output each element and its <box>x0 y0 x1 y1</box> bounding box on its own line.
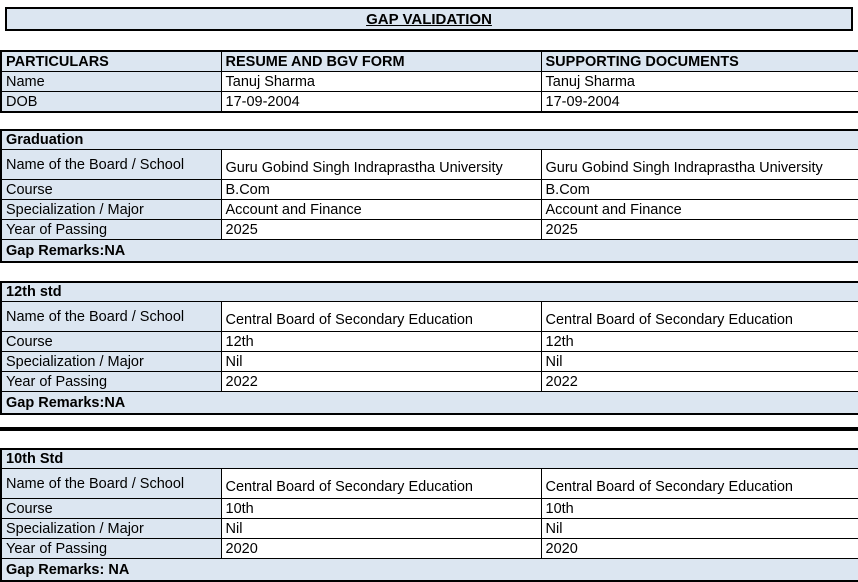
supporting-value-board: Guru Gobind Singh Indraprastha Universit… <box>540 149 858 180</box>
table-row: Course 10th 10th <box>0 498 858 519</box>
column-header-particulars: PARTICULARS <box>0 50 222 72</box>
section-title: Graduation <box>0 129 858 150</box>
resume-value-course: 10th <box>220 498 542 519</box>
table-row: Course 12th 12th <box>0 331 858 352</box>
resume-value-name: Tanuj Sharma <box>220 71 542 92</box>
supporting-value-board: Central Board of Secondary Education <box>540 301 858 332</box>
supporting-value-course: 10th <box>540 498 858 519</box>
gap-remarks: Gap Remarks: NA <box>0 558 858 582</box>
section-title-row: Graduation <box>0 129 858 150</box>
row-label-name: Name <box>0 71 222 92</box>
supporting-value-specialization: Account and Finance <box>540 199 858 220</box>
resume-value-board: Central Board of Secondary Education <box>220 468 542 499</box>
row-label-course: Course <box>0 179 222 200</box>
table-row: Year of Passing 2020 2020 <box>0 538 858 559</box>
supporting-value-specialization: Nil <box>540 518 858 539</box>
resume-value-specialization: Nil <box>220 518 542 539</box>
resume-value-course: 12th <box>220 331 542 352</box>
row-label-specialization: Specialization / Major <box>0 518 222 539</box>
supporting-value-year: 2025 <box>540 219 858 240</box>
column-header-resume-bgv: RESUME AND BGV FORM <box>220 50 542 72</box>
table-row: Name of the Board / School Central Board… <box>0 301 858 332</box>
resume-value-dob: 17-09-2004 <box>220 91 542 113</box>
resume-value-course: B.Com <box>220 179 542 200</box>
personal-info-table: PARTICULARS RESUME AND BGV FORM SUPPORTI… <box>0 50 858 113</box>
supporting-value-year: 2022 <box>540 371 858 392</box>
row-label-course: Course <box>0 331 222 352</box>
gap-remarks-row: Gap Remarks:NA <box>0 391 858 415</box>
section-title-row: 10th Std <box>0 448 858 469</box>
table-row: Specialization / Major Nil Nil <box>0 351 858 372</box>
row-label-year: Year of Passing <box>0 538 222 559</box>
table-row: Name Tanuj Sharma Tanuj Sharma <box>0 71 858 92</box>
table-row: DOB 17-09-2004 17-09-2004 <box>0 91 858 113</box>
resume-value-specialization: Nil <box>220 351 542 372</box>
resume-value-board: Central Board of Secondary Education <box>220 301 542 332</box>
section-table-10th-std: 10th Std Name of the Board / School Cent… <box>0 448 858 582</box>
section-divider-rule <box>0 427 858 431</box>
section-title-row: 12th std <box>0 281 858 302</box>
supporting-value-course: 12th <box>540 331 858 352</box>
title-banner: GAP VALIDATION <box>5 7 853 31</box>
row-label-board: Name of the Board / School <box>0 149 222 180</box>
table-row: Specialization / Major Nil Nil <box>0 518 858 539</box>
supporting-value-year: 2020 <box>540 538 858 559</box>
table-header-row: PARTICULARS RESUME AND BGV FORM SUPPORTI… <box>0 50 858 72</box>
row-label-dob: DOB <box>0 91 222 113</box>
supporting-value-specialization: Nil <box>540 351 858 372</box>
supporting-value-dob: 17-09-2004 <box>540 91 858 113</box>
row-label-board: Name of the Board / School <box>0 468 222 499</box>
resume-value-year: 2025 <box>220 219 542 240</box>
section-title: 10th Std <box>0 448 858 469</box>
resume-value-year: 2020 <box>220 538 542 559</box>
section-table-12th-std: 12th std Name of the Board / School Cent… <box>0 281 858 415</box>
table-row: Year of Passing 2022 2022 <box>0 371 858 392</box>
row-label-year: Year of Passing <box>0 371 222 392</box>
supporting-value-name: Tanuj Sharma <box>540 71 858 92</box>
column-header-supporting-docs: SUPPORTING DOCUMENTS <box>540 50 858 72</box>
resume-value-board: Guru Gobind Singh Indraprastha Universit… <box>220 149 542 180</box>
supporting-value-board: Central Board of Secondary Education <box>540 468 858 499</box>
row-label-specialization: Specialization / Major <box>0 199 222 220</box>
gap-remarks-row: Gap Remarks: NA <box>0 558 858 582</box>
section-table-graduation: Graduation Name of the Board / School Gu… <box>0 129 858 263</box>
row-label-course: Course <box>0 498 222 519</box>
row-label-year: Year of Passing <box>0 219 222 240</box>
table-row: Specialization / Major Account and Finan… <box>0 199 858 220</box>
table-row: Name of the Board / School Central Board… <box>0 468 858 499</box>
gap-remarks-row: Gap Remarks:NA <box>0 239 858 263</box>
gap-remarks: Gap Remarks:NA <box>0 391 858 415</box>
table-row: Course B.Com B.Com <box>0 179 858 200</box>
section-title: 12th std <box>0 281 858 302</box>
row-label-board: Name of the Board / School <box>0 301 222 332</box>
table-row: Year of Passing 2025 2025 <box>0 219 858 240</box>
resume-value-year: 2022 <box>220 371 542 392</box>
page-title: GAP VALIDATION <box>366 10 492 28</box>
resume-value-specialization: Account and Finance <box>220 199 542 220</box>
table-row: Name of the Board / School Guru Gobind S… <box>0 149 858 180</box>
gap-remarks: Gap Remarks:NA <box>0 239 858 263</box>
supporting-value-course: B.Com <box>540 179 858 200</box>
row-label-specialization: Specialization / Major <box>0 351 222 372</box>
